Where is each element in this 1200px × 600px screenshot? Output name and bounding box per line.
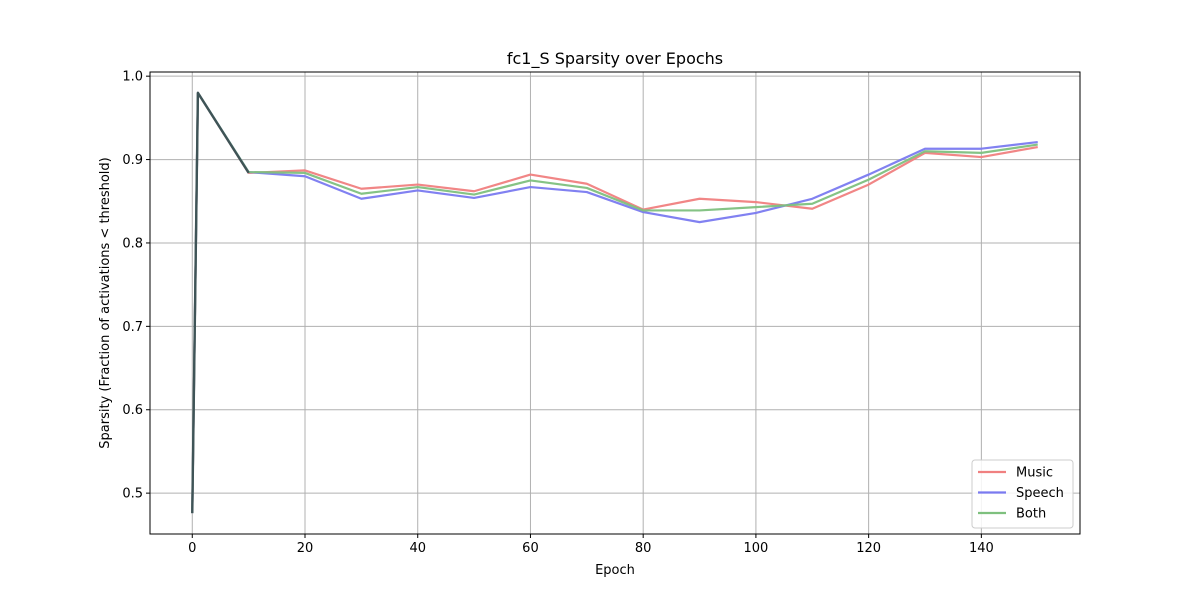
y-axis-label: Sparsity (Fraction of activations < thre… — [98, 157, 113, 449]
x-axis-label: Epoch — [595, 563, 635, 578]
x-tick-label: 20 — [297, 541, 314, 556]
x-tick-label: 80 — [635, 541, 652, 556]
series-lines — [191, 91, 1038, 514]
x-tick-label: 60 — [522, 541, 539, 556]
y-tick-label: 0.5 — [122, 487, 143, 502]
legend-label-speech: Speech — [1016, 486, 1064, 501]
x-tick-label: 0 — [188, 541, 196, 556]
y-tick-label: 1.0 — [122, 70, 143, 85]
chart-title: fc1_S Sparsity over Epochs — [507, 49, 723, 69]
legend-box — [971, 459, 1074, 529]
y-tick-label: 0.8 — [122, 236, 143, 251]
axis-ticks: 0 20 40 60 80 100 120 140 0.5 0.6 0.7 0.8 0.9 1.0 — [122, 70, 993, 556]
y-tick-label: 0.7 — [122, 320, 143, 335]
legend-label-music: Music — [1016, 466, 1053, 481]
overlapping-series-segment — [191, 91, 250, 514]
x-tick-label: 100 — [743, 541, 768, 556]
x-tick-label: 120 — [856, 541, 881, 556]
grid — [150, 72, 1080, 534]
x-tick-label: 40 — [409, 541, 426, 556]
series-line-music — [191, 91, 1038, 514]
legend-label-both: Both — [1016, 507, 1046, 522]
series-line-both — [191, 91, 1038, 514]
legend: Music Speech Both — [971, 459, 1074, 529]
x-tick-label: 140 — [969, 541, 994, 556]
y-tick-label: 0.6 — [122, 403, 143, 418]
series-line-speech — [191, 91, 1038, 514]
plot-area-frame — [149, 71, 1081, 535]
y-tick-label: 0.9 — [122, 153, 143, 168]
